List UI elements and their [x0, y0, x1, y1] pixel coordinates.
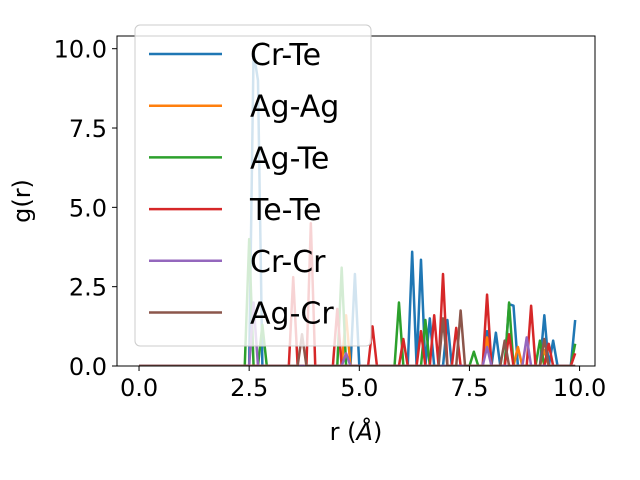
- legend-label: Cr-Cr: [250, 245, 326, 280]
- y-axis-label: g(r): [8, 179, 36, 223]
- legend: Cr-Te Ag-Ag Ag-Te Te-Te Cr-Cr Ag-Cr: [134, 24, 372, 347]
- y-tick-label: 2.5: [69, 274, 107, 302]
- x-axis-label-main: r (: [330, 418, 357, 446]
- legend-label: Ag-Te: [250, 141, 329, 176]
- legend-label: Te-Te: [249, 193, 321, 228]
- legend-item-te-te: Te-Te: [149, 193, 321, 228]
- legend-label: Ag-Ag: [250, 90, 339, 125]
- legend-label: Ag-Cr: [250, 297, 334, 332]
- y-axis-ticks: 0.0 2.5 5.0 7.5 10.0: [54, 36, 117, 381]
- x-axis-label-unit: Å: [355, 417, 373, 446]
- y-tick-label: 0.0: [69, 353, 107, 381]
- x-axis-ticks: 0.0 2.5 5.0 7.5 10.0: [120, 366, 606, 402]
- x-tick-label: 7.5: [450, 374, 488, 402]
- y-tick-label: 10.0: [54, 36, 107, 64]
- legend-label: Cr-Te: [250, 38, 321, 73]
- legend-item-ag-cr: Ag-Cr: [149, 297, 334, 332]
- y-tick-label: 7.5: [69, 115, 107, 143]
- legend-item-cr-cr: Cr-Cr: [149, 245, 326, 280]
- legend-item-ag-ag: Ag-Ag: [149, 90, 339, 125]
- x-tick-label: 5.0: [340, 374, 378, 402]
- x-tick-label: 0.0: [120, 374, 158, 402]
- x-tick-label: 10.0: [553, 374, 606, 402]
- y-tick-label: 5.0: [69, 194, 107, 222]
- legend-item-cr-te: Cr-Te: [149, 38, 321, 73]
- x-tick-label: 2.5: [230, 374, 268, 402]
- x-axis-label: r (Å): [330, 417, 383, 446]
- legend-item-ag-te: Ag-Te: [149, 141, 329, 176]
- series-line-ag-cr: [139, 309, 576, 366]
- x-axis-label-close: ): [373, 418, 382, 446]
